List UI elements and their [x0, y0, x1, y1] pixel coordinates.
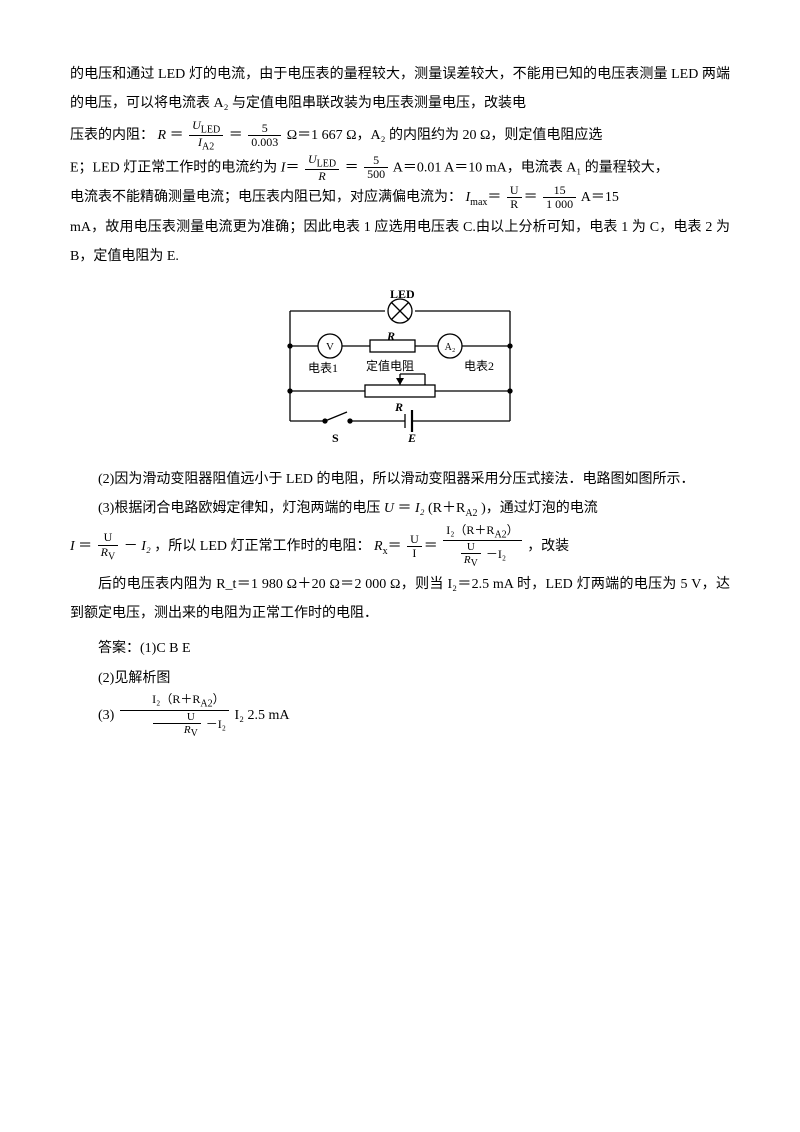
label-r: R — [387, 324, 395, 349]
p7-ra2: A2 — [465, 508, 477, 519]
fraction-6: 15 1 000 — [543, 184, 576, 211]
a3f-den-c: －I₂ — [206, 716, 226, 730]
p7-eq: ＝ — [397, 501, 411, 516]
f2-den: 0.003 — [248, 136, 281, 149]
paragraph-6: (2)因为滑动变阻器阻值远小于 LED 的电阻，所以滑动变阻器采用分压式接法．电… — [70, 465, 730, 494]
paragraph-4: 电流表不能精确测量电流；电压表内阻已知，对应满偏电流为： Imax＝ U R ＝… — [70, 183, 730, 213]
paragraph-2: 压表的内阻： R ＝ ULED IA2 ＝ 5 0.003 Ω＝1 667 Ω，… — [70, 119, 730, 153]
document-page: 的电压和通过 LED 灯的电流，由于电压表的量程较大，测量误差较大，不能用已知的… — [0, 0, 800, 779]
p7-i2: I₂ — [415, 501, 425, 516]
p2-text-a: 压表的内阻： — [70, 128, 154, 143]
f1-num-i: U — [192, 118, 201, 132]
big-fraction: I₂（R＋RA2） U RV －I₂ — [443, 524, 521, 570]
f2-num: 5 — [248, 122, 281, 136]
f6-den: 1 000 — [543, 198, 576, 211]
f3-den-i: R — [318, 169, 325, 183]
fraction-5: U R — [507, 184, 522, 211]
label-r-slide: R — [395, 395, 403, 420]
p2-r: R — [158, 128, 167, 143]
bf-den-b: R — [464, 554, 471, 566]
paragraph-1: 的电压和通过 LED 灯的电流，由于电压表的量程较大，测量误差较大，不能用已知的… — [70, 60, 730, 119]
f1-num-sub: LED — [201, 124, 220, 135]
f6-num: 15 — [543, 184, 576, 198]
bf-num-sub: A2 — [494, 529, 506, 540]
a3f-den-b: R — [184, 724, 191, 736]
bf-den-c: －I₂ — [486, 547, 506, 561]
bf-den-sub: V — [471, 559, 478, 570]
f8-den: I — [407, 547, 422, 560]
p8-rx-sub: x — [383, 546, 388, 557]
p2-eq2: ＝ — [229, 128, 243, 143]
paragraph-3: E；LED 灯正常工作时的电流约为 I＝ ULED R ＝ 5 500 A＝0.… — [70, 153, 730, 184]
f4-num: 5 — [364, 154, 388, 168]
fraction-1: ULED IA2 — [189, 119, 223, 153]
svg-text:A₂: A₂ — [445, 342, 456, 353]
a3f-num-b: ） — [213, 692, 225, 706]
f7-den-rv: R — [101, 545, 108, 559]
p4-text-b: A＝15 — [581, 190, 619, 205]
bf-num-b: ） — [507, 523, 519, 537]
paragraph-8: I ＝ U RV － I₂ ，所以 LED 灯正常工作时的电阻： Rx＝ U I… — [70, 524, 730, 570]
fraction-2: 5 0.003 — [248, 122, 281, 149]
paragraph-5: mA，故用电压表测量电流更为准确；因此电表 1 应选用电压表 C.由以上分析可知… — [70, 213, 730, 272]
p7-paren: (R＋R — [428, 501, 465, 516]
p8-i: I — [70, 539, 75, 554]
f4-den: 500 — [364, 168, 388, 181]
answer-1: 答案：(1)C B E — [70, 634, 730, 663]
p4-text-a: 电流表不能精确测量电流；电压表内阻已知，对应满偏电流为： — [70, 190, 462, 205]
label-e: E — [408, 426, 416, 451]
circuit-diagram: V A₂ LED 电表1 电表2 定值电阻 R R S E — [270, 286, 530, 451]
p4-imax-sub: max — [470, 197, 487, 208]
fraction-7: U RV — [98, 531, 119, 562]
label-s: S — [332, 426, 339, 451]
f5-num: U — [507, 184, 522, 198]
bf-den-a: U — [461, 541, 481, 554]
p7-u: U — [384, 501, 394, 516]
p8-end: ，改装 — [527, 539, 569, 554]
p3-text-a: E；LED 灯正常工作时的电流约为 — [70, 160, 281, 175]
svg-text:V: V — [326, 341, 334, 353]
p3-text-b: A＝0.01 A＝10 mA，电流表 A₁ 的量程较大， — [393, 160, 669, 175]
label-led: LED — [390, 282, 415, 307]
p7-close: )，通过灯泡的电流 — [481, 501, 598, 516]
p3-i: I — [281, 160, 286, 175]
f8-num: U — [407, 533, 422, 547]
f7-den-sub: V — [108, 551, 115, 562]
paragraph-9: 后的电压表内阻为 R_t＝1 980 Ω＋20 Ω＝2 000 Ω，则当 I₂＝… — [70, 570, 730, 629]
p8-i2: I₂ — [141, 539, 151, 554]
f3-num-sub: LED — [317, 158, 336, 169]
ans3-lead: (3) — [98, 708, 114, 723]
f3-num-i: U — [308, 152, 317, 166]
a3f-den-sub: V — [191, 728, 198, 739]
p2-text-b: Ω＝1 667 Ω，A₂ 的内阻约为 20 Ω，则定值电阻应选 — [287, 128, 603, 143]
a3f-num-sub: A2 — [200, 699, 212, 710]
p8-minus: － — [124, 539, 138, 554]
f1-den-sub: A2 — [202, 142, 214, 153]
label-meter2: 电表2 — [464, 354, 494, 379]
label-meter1: 电表1 — [308, 356, 338, 381]
ans3-tail: I₂ 2.5 mA — [234, 708, 289, 723]
fraction-3: ULED R — [305, 153, 339, 184]
circuit-diagram-wrap: V A₂ LED 电表1 电表2 定值电阻 R R S E — [70, 286, 730, 451]
p2-eq: ＝ — [170, 128, 184, 143]
f5-den: R — [507, 198, 522, 211]
fraction-8: U I — [407, 533, 422, 560]
paragraph-7: (3)根据闭合电路欧姆定律知，灯泡两端的电压 U ＝ I₂ (R＋RA2 )，通… — [70, 494, 730, 524]
fraction-4: 5 500 — [364, 154, 388, 181]
answer-2: (2)见解析图 — [70, 664, 730, 693]
bf-num-a: I₂（R＋R — [446, 523, 494, 537]
answer-block: 答案：(1)C B E (2)见解析图 (3) I₂（R＋RA2） U RV －… — [70, 634, 730, 738]
p8-b: ，所以 LED 灯正常工作时的电阻： — [154, 539, 370, 554]
answer-3-fraction: I₂（R＋RA2） U RV －I₂ — [120, 693, 229, 739]
answer-3: (3) I₂（R＋RA2） U RV －I₂ I₂ 2.5 mA — [70, 693, 730, 739]
p7-a: (3)根据闭合电路欧姆定律知，灯泡两端的电压 — [98, 501, 384, 516]
f7-num: U — [98, 531, 119, 545]
p8-rx: R — [374, 539, 383, 554]
label-fixed-r: 定值电阻 — [366, 354, 414, 379]
p8-eq: ＝ — [78, 539, 92, 554]
a3f-num-a: I₂（R＋R — [152, 692, 200, 706]
a3f-den-a: U — [153, 711, 201, 724]
